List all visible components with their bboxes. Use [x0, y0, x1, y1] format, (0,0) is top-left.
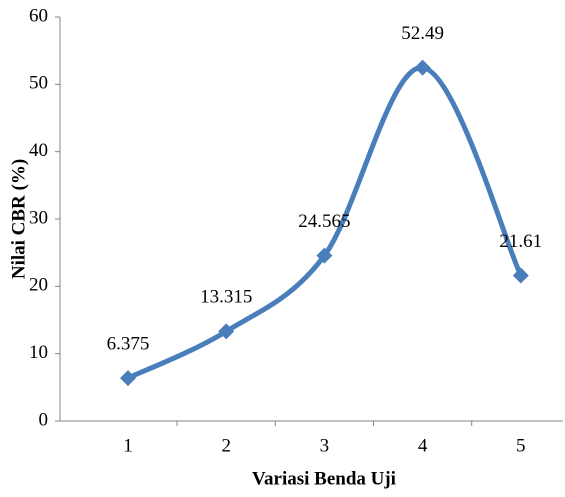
marker: [414, 59, 431, 76]
y-tick-label: 30: [29, 207, 48, 228]
data-label: 6.375: [107, 333, 150, 354]
x-tick-label: 1: [123, 435, 133, 456]
data-label: 21.61: [499, 231, 542, 252]
y-axis-title: Nilai CBR (%): [8, 159, 29, 279]
x-tick-label: 5: [516, 435, 526, 456]
data-label: 52.49: [401, 23, 444, 44]
y-tick-label: 60: [29, 5, 48, 26]
line: [126, 65, 524, 381]
x-tick-label: 4: [418, 435, 428, 456]
data-label: 13.315: [200, 287, 252, 308]
marker: [316, 247, 333, 264]
marker: [512, 267, 529, 284]
x-tick-label: 3: [320, 435, 330, 456]
x-axis-title: Variasi Benda Uji: [252, 468, 396, 489]
y-tick-label: 50: [29, 73, 48, 94]
marker: [120, 370, 136, 387]
y-tick-label: 10: [29, 342, 48, 363]
x-tick-label: 2: [221, 435, 231, 456]
marker: [218, 323, 235, 340]
y-tick-label: 20: [29, 275, 48, 296]
y-tick-label: 0: [39, 409, 49, 430]
y-tick-label: 40: [29, 140, 48, 161]
data-label: 24.565: [298, 211, 350, 232]
